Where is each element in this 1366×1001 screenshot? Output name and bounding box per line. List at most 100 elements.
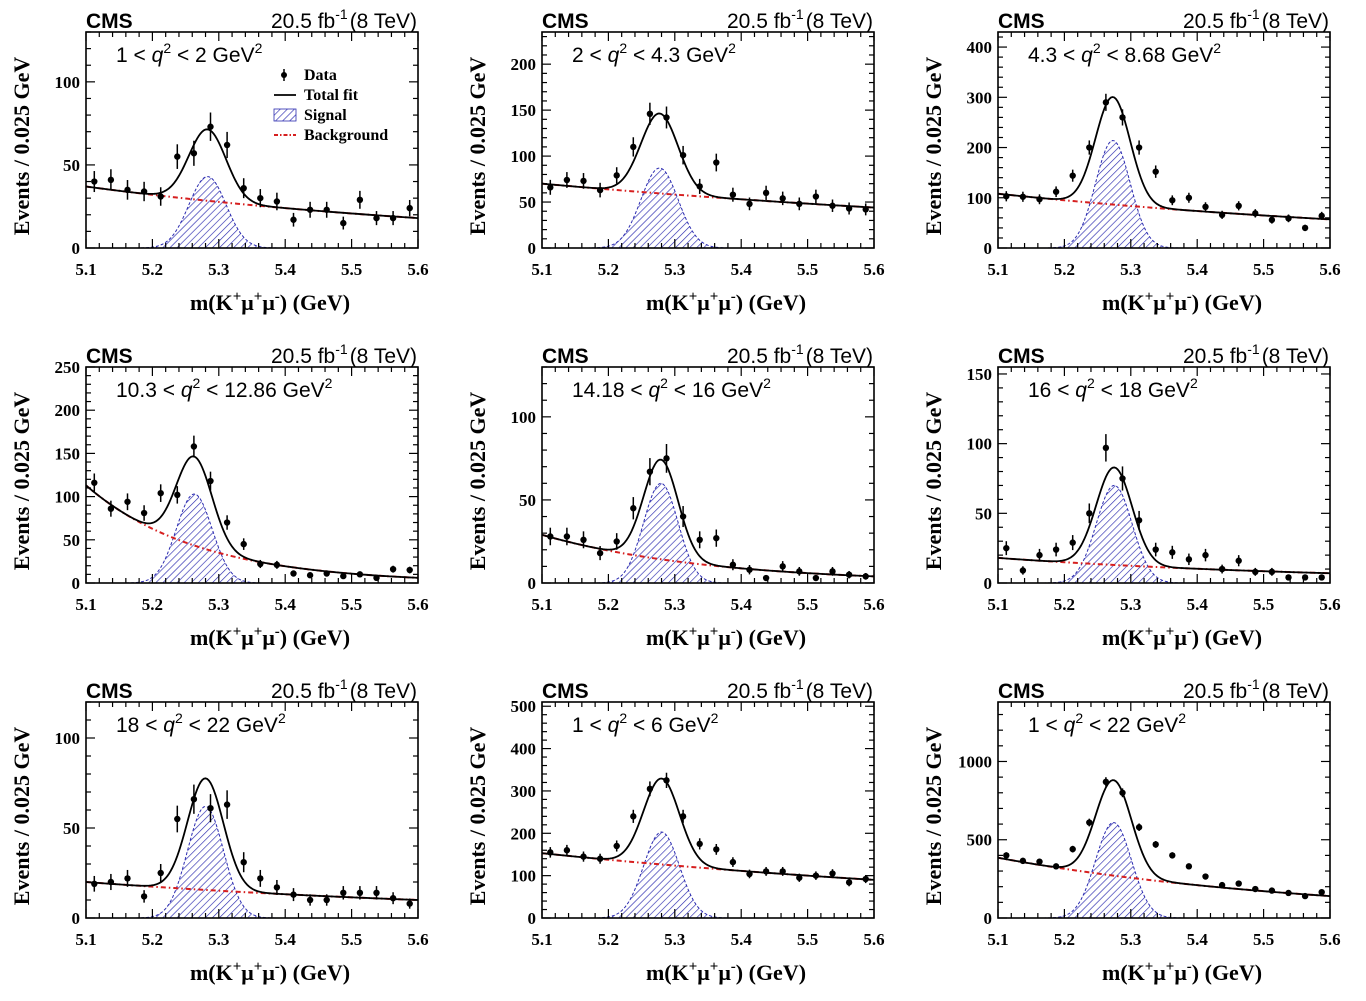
- data-marker: [713, 846, 720, 853]
- plot-frame: [997, 366, 1331, 584]
- data-marker: [1185, 863, 1193, 870]
- data-point: [1135, 823, 1143, 831]
- data-point: [406, 898, 413, 909]
- data-point: [340, 886, 347, 900]
- data-point: [1152, 841, 1159, 848]
- y-tick-label: 100: [511, 408, 537, 427]
- data-point: [223, 790, 231, 819]
- data-marker: [613, 538, 620, 545]
- data-point: [1086, 140, 1093, 155]
- y-tick-label: 100: [55, 488, 81, 507]
- x-tick-label: 5.1: [987, 930, 1008, 949]
- data-point: [630, 497, 637, 520]
- data-marker: [290, 891, 297, 898]
- data-marker: [290, 570, 297, 577]
- data-point: [1301, 892, 1309, 900]
- x-tick-label: 5.4: [731, 595, 753, 614]
- data-point: [107, 169, 115, 191]
- data-marker: [829, 202, 836, 209]
- data-marker: [1268, 216, 1276, 224]
- data-marker: [746, 870, 753, 878]
- data-marker: [829, 870, 836, 877]
- data-point: [1235, 880, 1242, 887]
- data-marker: [323, 570, 330, 577]
- data-point: [356, 886, 364, 900]
- x-tick-label: 5.6: [1319, 930, 1340, 949]
- data-point: [174, 144, 181, 169]
- data-marker: [257, 560, 264, 568]
- data-point: [1069, 535, 1076, 551]
- data-point: [1036, 858, 1043, 865]
- x-tick-label: 5.5: [797, 260, 818, 279]
- y-tick-label: 100: [967, 435, 993, 454]
- data-marker: [812, 872, 820, 879]
- experiment-label: CMS: [998, 10, 1045, 33]
- total-fit-curve: [541, 458, 875, 578]
- x-tick-label: 5.2: [142, 260, 163, 279]
- x-tick-label: 5.5: [341, 930, 362, 949]
- data-marker: [306, 896, 314, 904]
- data-marker: [1135, 824, 1143, 831]
- x-tick-label: 5.2: [142, 595, 163, 614]
- x-axis-title: m(K+μ+μ-) (GeV): [646, 289, 806, 315]
- data-point: [306, 894, 314, 906]
- data-point: [862, 874, 869, 884]
- x-tick-label: 5.6: [863, 260, 884, 279]
- data-point: [1003, 191, 1010, 202]
- y-tick-label: 0: [984, 574, 993, 593]
- data-point: [862, 573, 869, 580]
- q2-range-label: 14.18 < q2 < 16 GeV2: [572, 375, 771, 402]
- data-marker: [862, 875, 869, 883]
- data-point: [1318, 211, 1325, 220]
- y-tick-label: 0: [984, 909, 993, 928]
- data-point: [829, 869, 836, 878]
- data-marker: [1102, 99, 1110, 106]
- x-tick-label: 5.6: [863, 930, 884, 949]
- x-tick-label: 5.1: [531, 595, 552, 614]
- data-point: [547, 847, 554, 858]
- data-marker: [107, 505, 115, 512]
- y-tick-label: 200: [511, 55, 537, 74]
- data-marker: [1069, 539, 1076, 546]
- data-point: [257, 189, 264, 208]
- data-point: [1119, 788, 1126, 798]
- data-point: [729, 857, 737, 867]
- data-marker: [862, 206, 869, 213]
- data-point: [290, 888, 297, 902]
- data-point: [713, 529, 720, 547]
- data-point: [1152, 165, 1159, 178]
- data-marker: [406, 204, 413, 212]
- signal-area: [998, 140, 1330, 249]
- x-tick-label: 5.5: [341, 595, 362, 614]
- y-tick-label: 0: [528, 909, 537, 928]
- data-marker: [596, 186, 604, 194]
- y-tick-label: 0: [72, 239, 81, 258]
- data-point: [140, 181, 148, 202]
- data-marker: [356, 196, 364, 204]
- experiment-label: CMS: [542, 10, 589, 33]
- data-marker: [1086, 510, 1093, 517]
- data-point: [190, 784, 198, 814]
- plot-frame: [85, 31, 419, 249]
- data-point: [845, 878, 853, 887]
- chart-panel-6: CMS 20.5 fb-1(8 TeV) Events / 0.025 GeV …: [912, 335, 1366, 666]
- data-marker: [174, 491, 181, 499]
- data-point: [1102, 434, 1110, 462]
- data-point: [762, 866, 770, 876]
- data-point: [140, 890, 148, 903]
- x-axis-title: m(K+μ+μ-) (GeV): [1102, 624, 1262, 650]
- data-marker: [91, 479, 98, 486]
- data-marker: [1135, 144, 1143, 151]
- data-point: [290, 570, 297, 577]
- x-axis-title: m(K+μ+μ-) (GeV): [646, 959, 806, 985]
- y-tick-label: 1000: [958, 752, 992, 771]
- data-marker: [1152, 168, 1159, 175]
- data-marker: [290, 216, 297, 223]
- x-tick-label: 5.4: [1187, 930, 1209, 949]
- background-curve: [997, 856, 1331, 898]
- data-point: [273, 879, 281, 895]
- data-marker: [190, 796, 198, 803]
- legend-label-signal: Signal: [304, 107, 347, 124]
- plot-frame: [85, 366, 419, 584]
- data-marker: [630, 505, 637, 512]
